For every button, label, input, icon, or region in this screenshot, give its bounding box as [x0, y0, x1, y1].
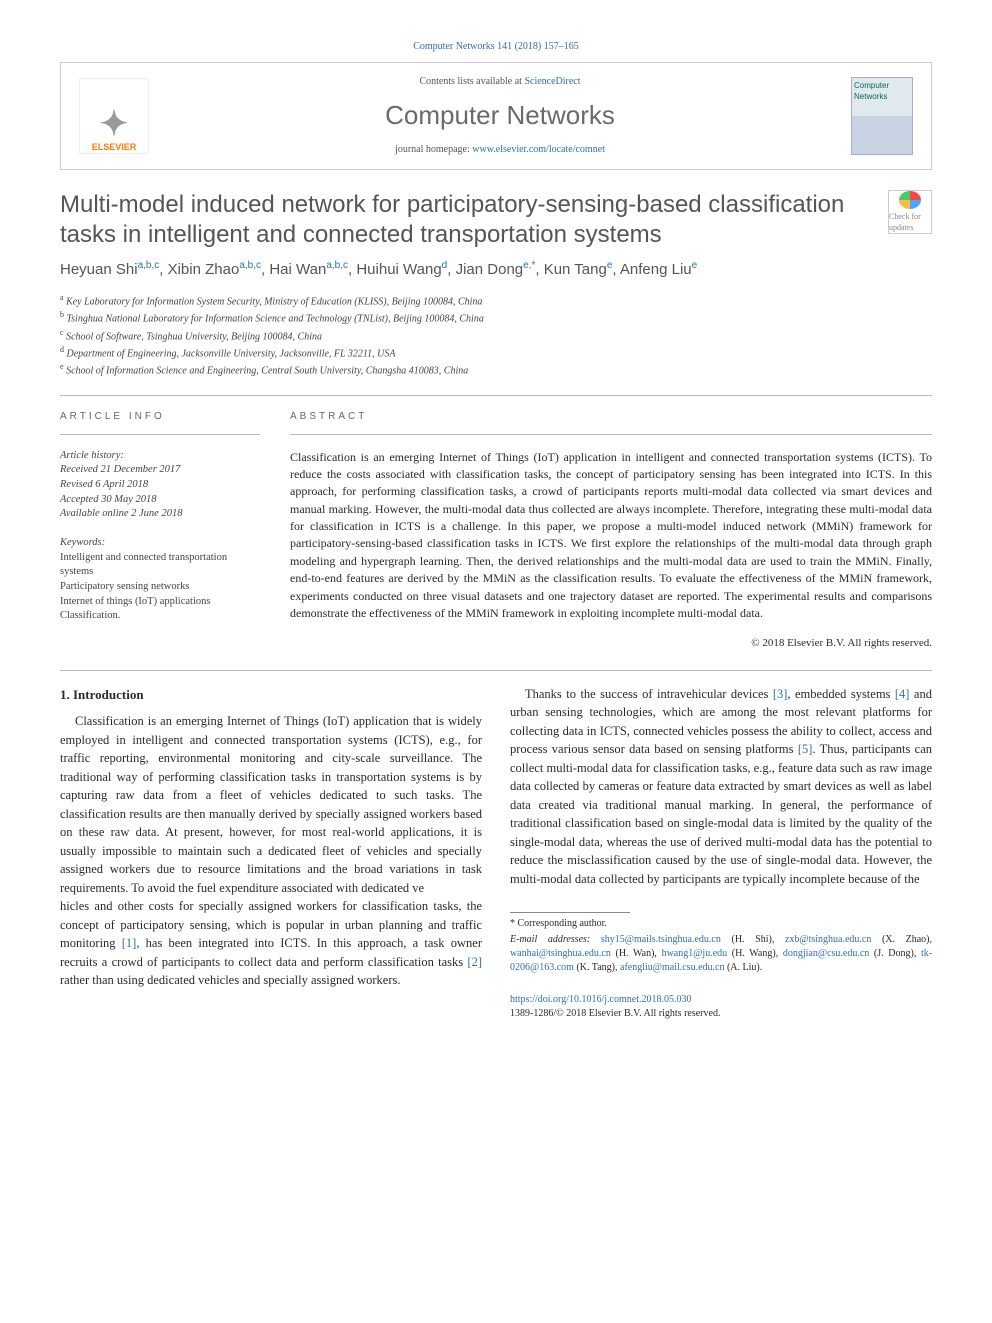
article-history: Article history: Received 21 December 20…: [60, 449, 260, 522]
affiliation: b Tsinghua National Laboratory for Infor…: [60, 309, 932, 326]
journal-cover-thumb: Computer Networks: [851, 77, 913, 155]
article-info-column: ARTICLE INFO Article history: Received 2…: [60, 410, 260, 652]
section-1-para-1a: Classification is an emerging Internet o…: [60, 712, 482, 897]
keywords-block: Keywords: Intelligent and connected tran…: [60, 536, 260, 624]
email-who: (H. Wang): [732, 948, 776, 959]
author: Anfeng Liue: [620, 261, 697, 278]
sciencedirect-link[interactable]: ScienceDirect: [524, 76, 580, 87]
crossmark-badge[interactable]: Check for updates: [888, 190, 932, 234]
footnotes-block: * Corresponding author. E-mail addresses…: [510, 912, 932, 1021]
affiliation: c School of Software, Tsinghua Universit…: [60, 327, 932, 344]
divider-top: [60, 395, 932, 396]
info-abstract-row: ARTICLE INFO Article history: Received 2…: [60, 410, 932, 652]
homepage-prefix: journal homepage:: [395, 144, 472, 155]
page-root: Computer Networks 141 (2018) 157–165 ✦ E…: [0, 0, 992, 1061]
footnote-rule: [510, 912, 630, 913]
author-affil-sup: d: [442, 260, 448, 271]
keyword-item: Classification.: [60, 609, 260, 624]
authors-list: Heyuan Shia,b,c, Xibin Zhaoa,b,c, Hai Wa…: [60, 258, 932, 282]
contents-available: Contents lists available at ScienceDirec…: [149, 75, 851, 89]
crossmark-icon: [899, 191, 921, 209]
crossmark-label: Check for updates: [889, 211, 931, 233]
homepage-link[interactable]: www.elsevier.com/locate/comnet: [472, 144, 605, 155]
author-affil-sup: e: [692, 260, 698, 271]
history-line: Accepted 30 May 2018: [60, 493, 260, 508]
email-who: (A. Liu): [727, 962, 760, 973]
citation-ref[interactable]: [4]: [895, 687, 910, 701]
keyword-item: Participatory sensing networks: [60, 580, 260, 595]
divider-mid: [60, 670, 932, 671]
affiliation: e School of Information Science and Engi…: [60, 361, 932, 378]
keyword-item: Internet of things (IoT) applications: [60, 595, 260, 610]
top-citation: Computer Networks 141 (2018) 157–165: [60, 40, 932, 54]
citation-ref[interactable]: [2]: [467, 955, 482, 969]
author-affil-sup: a,b,c: [326, 260, 348, 271]
info-divider: [60, 434, 260, 435]
history-label: Article history:: [60, 449, 260, 464]
history-line: Received 21 December 2017: [60, 463, 260, 478]
citation-ref[interactable]: [5]: [798, 742, 813, 756]
journal-name: Computer Networks: [149, 97, 851, 133]
section-1-para-2: Thanks to the success of intravehicular …: [510, 685, 932, 889]
author-affil-sup: e,*: [523, 260, 535, 271]
body-columns: 1. Introduction Classification is an eme…: [60, 685, 932, 1022]
author: Kun Tange: [544, 261, 613, 278]
homepage-line: journal homepage: www.elsevier.com/locat…: [149, 143, 851, 157]
article-title: Multi-model induced network for particip…: [60, 190, 872, 250]
citation-ref[interactable]: [1]: [122, 936, 137, 950]
article-info-heading: ARTICLE INFO: [60, 410, 260, 424]
author-affil-sup: e: [607, 260, 613, 271]
author: Hai Wana,b,c: [269, 261, 348, 278]
citation-ref[interactable]: [3]: [773, 687, 788, 701]
section-1-para-1b: hicles and other costs for specially ass…: [60, 897, 482, 990]
affiliations-list: a Key Laboratory for Information System …: [60, 292, 932, 379]
email-link[interactable]: wanhai@tsinghua.edu.cn: [510, 948, 611, 959]
author: Xibin Zhaoa,b,c: [168, 261, 261, 278]
doi-link[interactable]: https://doi.org/10.1016/j.comnet.2018.05…: [510, 994, 691, 1005]
abstract-divider: [290, 434, 932, 435]
elsevier-logo: ✦ ELSEVIER: [79, 78, 149, 154]
history-line: Revised 6 April 2018: [60, 478, 260, 493]
header-center: Contents lists available at ScienceDirec…: [149, 75, 851, 157]
history-line: Available online 2 June 2018: [60, 507, 260, 522]
email-who: (H. Shi): [731, 934, 771, 945]
author-affil-sup: a,b,c: [239, 260, 261, 271]
email-who: (K. Tang): [576, 962, 615, 973]
email-link[interactable]: shy15@mails.tsinghua.edu.cn: [601, 934, 721, 945]
section-1-heading: 1. Introduction: [60, 685, 482, 704]
author-affil-sup: a,b,c: [138, 260, 160, 271]
email-who: (H. Wan): [616, 948, 655, 959]
email-link[interactable]: afengliu@mail.csu.edu.cn: [620, 962, 724, 973]
elsevier-label: ELSEVIER: [92, 141, 137, 154]
keyword-item: Intelligent and connected transportation…: [60, 551, 260, 580]
keywords-label: Keywords:: [60, 536, 260, 551]
author: Jian Donge,*: [456, 261, 536, 278]
email-who: (J. Dong): [874, 948, 914, 959]
author: Heyuan Shia,b,c: [60, 261, 159, 278]
email-link[interactable]: dongjian@csu.edu.cn: [783, 948, 869, 959]
email-who: (X. Zhao): [882, 934, 930, 945]
contents-prefix: Contents lists available at: [419, 76, 524, 87]
abstract-copyright: © 2018 Elsevier B.V. All rights reserved…: [290, 636, 932, 651]
email-link[interactable]: zxb@tsinghua.edu.cn: [785, 934, 871, 945]
affiliation: d Department of Engineering, Jacksonvill…: [60, 344, 932, 361]
doi-block: https://doi.org/10.1016/j.comnet.2018.05…: [510, 993, 932, 1021]
corresponding-author: * Corresponding author.: [510, 917, 932, 931]
journal-header: ✦ ELSEVIER Contents lists available at S…: [60, 62, 932, 170]
cover-label: Computer Networks: [854, 80, 910, 102]
abstract-column: ABSTRACT Classification is an emerging I…: [290, 410, 932, 652]
abstract-heading: ABSTRACT: [290, 410, 932, 424]
affiliation: a Key Laboratory for Information System …: [60, 292, 932, 309]
abstract-text: Classification is an emerging Internet o…: [290, 449, 932, 623]
tree-icon: ✦: [100, 107, 129, 141]
issn-copyright: 1389-1286/© 2018 Elsevier B.V. All right…: [510, 1008, 720, 1019]
author: Huihui Wangd: [356, 261, 447, 278]
email-link[interactable]: hwang1@ju.edu: [662, 948, 728, 959]
email-addresses: E-mail addresses: shy15@mails.tsinghua.e…: [510, 933, 932, 975]
title-row: Multi-model induced network for particip…: [60, 190, 932, 250]
